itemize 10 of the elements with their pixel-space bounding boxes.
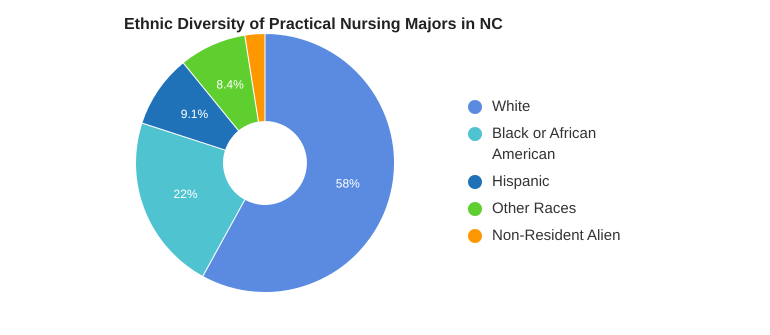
legend-label: Non-Resident Alien <box>492 226 620 246</box>
legend-label: Black or African American <box>492 124 598 165</box>
chart-title: Ethnic Diversity of Practical Nursing Majors in NC <box>124 16 503 34</box>
data-label: 8.4% <box>216 77 244 92</box>
legend-label: Hispanic <box>492 172 550 192</box>
data-label: 58% <box>336 176 360 191</box>
legend-label: Other Races <box>492 199 576 219</box>
legend-label: White <box>492 97 530 117</box>
data-label: 9.1% <box>180 107 208 122</box>
data-label: 22% <box>174 186 198 201</box>
